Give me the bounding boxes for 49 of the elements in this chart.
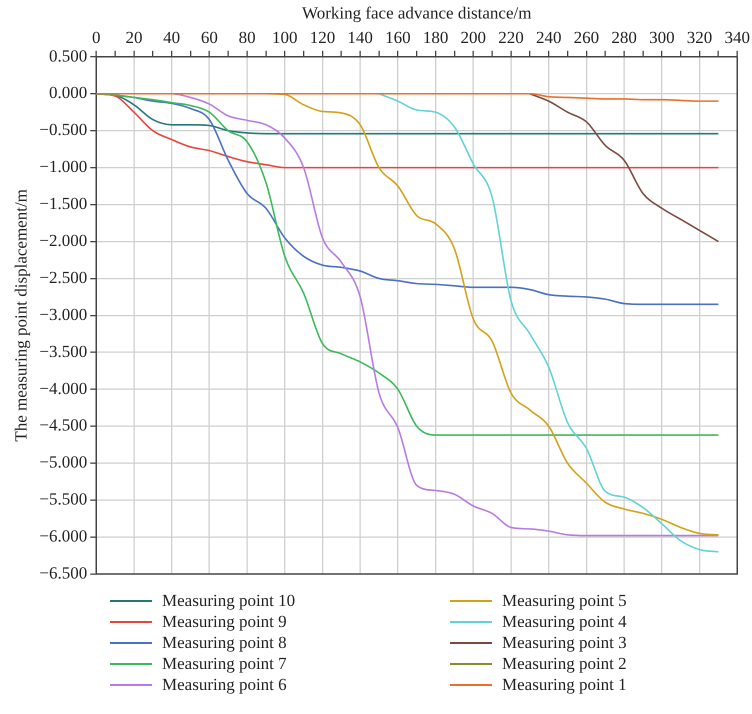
y-tick-label: −4.500 xyxy=(39,416,88,435)
y-tick-label: 0.000 xyxy=(48,83,88,102)
line-series xyxy=(96,92,720,102)
x-tick-label: 260 xyxy=(574,28,600,48)
y-tick-label: −1.000 xyxy=(39,157,88,176)
legend-label: Measuring point 4 xyxy=(502,612,627,632)
y-tick-label: −0.500 xyxy=(39,120,88,140)
y-tick-label: −3.000 xyxy=(39,304,88,324)
y-tick-label: −3.500 xyxy=(39,342,88,361)
y-tick-label: −2.500 xyxy=(39,268,88,287)
x-tick-label: 60 xyxy=(200,28,218,48)
legend-label: Measuring point 5 xyxy=(502,590,627,610)
x-tick-label: 140 xyxy=(347,28,373,48)
line-series xyxy=(529,92,720,242)
legend-label: Measuring point 9 xyxy=(162,612,287,632)
x-tick-label: 160 xyxy=(385,28,411,48)
y-tick-label: −4.000 xyxy=(39,378,88,398)
y-tick-label: −5.500 xyxy=(39,490,88,509)
x-tick-label: 340 xyxy=(724,28,750,48)
x-tick-label: 240 xyxy=(536,28,562,48)
x-tick-label: 320 xyxy=(686,28,712,48)
legend-label: Measuring point 6 xyxy=(162,674,287,694)
x-tick-label: 100 xyxy=(272,28,298,48)
x-tick-label: 0 xyxy=(92,28,100,48)
legend-label: Measuring point 8 xyxy=(162,632,287,652)
x-tick-label: 20 xyxy=(125,28,142,48)
legend-label: Measuring point 2 xyxy=(502,654,627,674)
x-axis-title: Working face advance distance/m xyxy=(302,4,532,23)
x-tick-label: 40 xyxy=(163,28,180,48)
line-series xyxy=(378,92,720,553)
y-tick-label: 0.500 xyxy=(48,46,88,66)
line-series xyxy=(96,92,720,436)
y-tick-label: −1.500 xyxy=(39,194,88,214)
legend-label: Measuring point 7 xyxy=(162,654,287,674)
y-tick-label: −6.500 xyxy=(39,563,88,582)
legend-label: Measuring point 3 xyxy=(502,632,627,652)
legend-label: Measuring point 10 xyxy=(162,590,296,610)
x-tick-label: 200 xyxy=(460,28,486,48)
x-tick-label: 180 xyxy=(422,28,448,48)
y-axis-title: The measuring point displacement/m xyxy=(12,189,31,442)
x-tick-label: 300 xyxy=(649,28,675,48)
x-tick-label: 120 xyxy=(310,28,336,48)
y-tick-label: −2.000 xyxy=(39,230,88,250)
x-tick-label: 80 xyxy=(238,28,256,48)
x-tick-label: 220 xyxy=(498,28,524,48)
y-tick-label: −5.000 xyxy=(39,452,88,472)
legend-label: Measuring point 1 xyxy=(502,674,627,694)
x-tick-label: 280 xyxy=(611,28,637,48)
y-tick-label: −6.000 xyxy=(39,526,88,546)
